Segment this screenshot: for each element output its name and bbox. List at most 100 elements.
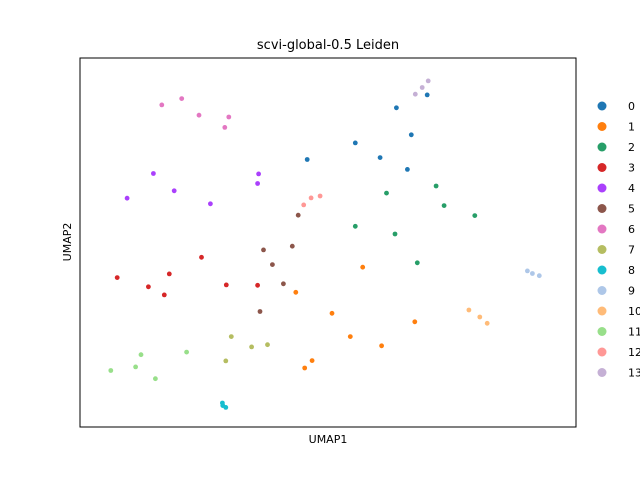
cluster-2-point-3 (414, 260, 420, 266)
cluster-13-point-2 (425, 78, 431, 84)
cluster-1-point-7 (309, 358, 315, 363)
cluster-1-points (293, 264, 418, 371)
cluster-11-point-3 (138, 352, 144, 358)
legend-label-12: 12 (628, 346, 640, 359)
cluster-0-point-6 (377, 155, 383, 161)
legend-marker-13 (597, 368, 607, 377)
cluster-1-point-1 (293, 289, 299, 295)
cluster-4-point-0 (171, 188, 177, 194)
cluster-1-point-0 (347, 334, 353, 339)
cluster-11-point-0 (133, 364, 139, 370)
cluster-5-point-3 (257, 309, 263, 314)
cluster-1-point-3 (360, 264, 366, 270)
points-layer (108, 78, 542, 410)
cluster-3-point-2 (199, 254, 204, 260)
cluster-9-points (525, 268, 542, 279)
cluster-11-point-4 (184, 349, 190, 355)
cluster-5-points (257, 212, 301, 314)
cluster-3-point-6 (255, 282, 260, 288)
cluster-10-point-0 (477, 314, 483, 320)
legend-marker-5 (597, 204, 607, 213)
cluster-2-point-0 (441, 203, 447, 209)
chart-title: scvi-global-0.5 Leiden (257, 38, 399, 53)
cluster-1-point-6 (302, 365, 308, 371)
cluster-10-points (466, 307, 490, 326)
legend-marker-3 (597, 163, 607, 172)
cluster-4-point-4 (124, 195, 130, 201)
cluster-3-point-0 (166, 271, 172, 277)
cluster-0-point-0 (352, 140, 358, 146)
legend-label-13: 13 (628, 367, 640, 380)
cluster-6-point-2 (226, 114, 232, 120)
cluster-6-point-4 (222, 125, 228, 130)
legend-label-11: 11 (628, 326, 640, 339)
plot-frame (79, 57, 577, 428)
legend-marker-9 (597, 286, 607, 295)
cluster-12-point-0 (308, 195, 314, 201)
cluster-1-point-2 (412, 319, 418, 325)
cluster-2-point-2 (392, 231, 398, 237)
cluster-8-point-2 (223, 405, 229, 410)
y-axis-label: UMAP2 (61, 223, 74, 262)
legend-marker-4 (597, 183, 607, 193)
legend-marker-1 (597, 122, 607, 131)
cluster-1-point-5 (379, 343, 384, 349)
legend-marker-0 (597, 101, 607, 111)
cluster-6-point-1 (179, 96, 185, 101)
cluster-11-point-2 (153, 376, 158, 382)
cluster-3-points (114, 254, 260, 298)
cluster-12-point-2 (317, 193, 323, 199)
cluster-6-point-0 (196, 112, 202, 118)
cluster-2-point-1 (352, 223, 358, 229)
legend-marker-12 (597, 347, 607, 357)
cluster-7-point-3 (223, 358, 229, 364)
cluster-9-point-1 (525, 268, 530, 274)
legend-label-9: 9 (628, 285, 635, 298)
legend-marker-6 (597, 224, 607, 234)
cluster-5-point-4 (295, 212, 301, 218)
cluster-7-points (223, 334, 270, 364)
legend-label-7: 7 (628, 244, 635, 257)
x-axis-label: UMAP1 (309, 433, 348, 446)
cluster-5-point-0 (270, 262, 275, 267)
cluster-9-point-0 (530, 271, 535, 276)
cluster-6-points (159, 96, 232, 130)
cluster-2-points (352, 183, 478, 266)
legend-label-3: 3 (628, 162, 635, 175)
legend-marker-11 (597, 327, 607, 336)
cluster-7-point-0 (249, 344, 255, 350)
cluster-5-point-2 (281, 281, 286, 287)
cluster-11-points (108, 349, 190, 382)
cluster-5-point-1 (261, 247, 266, 253)
cluster-3-point-5 (161, 292, 167, 298)
cluster-4-point-2 (151, 171, 156, 176)
cluster-12-points (301, 193, 323, 208)
cluster-10-point-1 (466, 307, 472, 313)
cluster-4-point-1 (208, 201, 213, 207)
cluster-2-point-5 (472, 213, 478, 219)
legend-label-5: 5 (628, 203, 635, 216)
cluster-11-point-1 (108, 368, 114, 373)
cluster-7-point-2 (265, 342, 270, 348)
cluster-0-point-3 (394, 105, 399, 111)
cluster-10-point-2 (484, 320, 490, 326)
legend-label-1: 1 (628, 121, 635, 134)
cluster-0-point-5 (405, 167, 410, 172)
cluster-9-point-2 (536, 273, 542, 279)
cluster-0-points (304, 92, 430, 172)
legend-label-10: 10 (628, 305, 640, 318)
cluster-13-point-0 (419, 85, 425, 90)
cluster-1-point-4 (329, 310, 335, 316)
cluster-3-point-4 (114, 275, 120, 280)
legend-label-8: 8 (628, 264, 635, 277)
legend-marker-8 (597, 265, 607, 275)
cluster-7-point-1 (228, 334, 234, 339)
cluster-4-point-3 (255, 181, 260, 186)
cluster-2-point-4 (433, 183, 439, 189)
cluster-3-point-1 (146, 284, 151, 290)
cluster-13-points (412, 78, 431, 97)
legend-label-6: 6 (628, 223, 635, 236)
cluster-2-point-6 (384, 190, 389, 196)
